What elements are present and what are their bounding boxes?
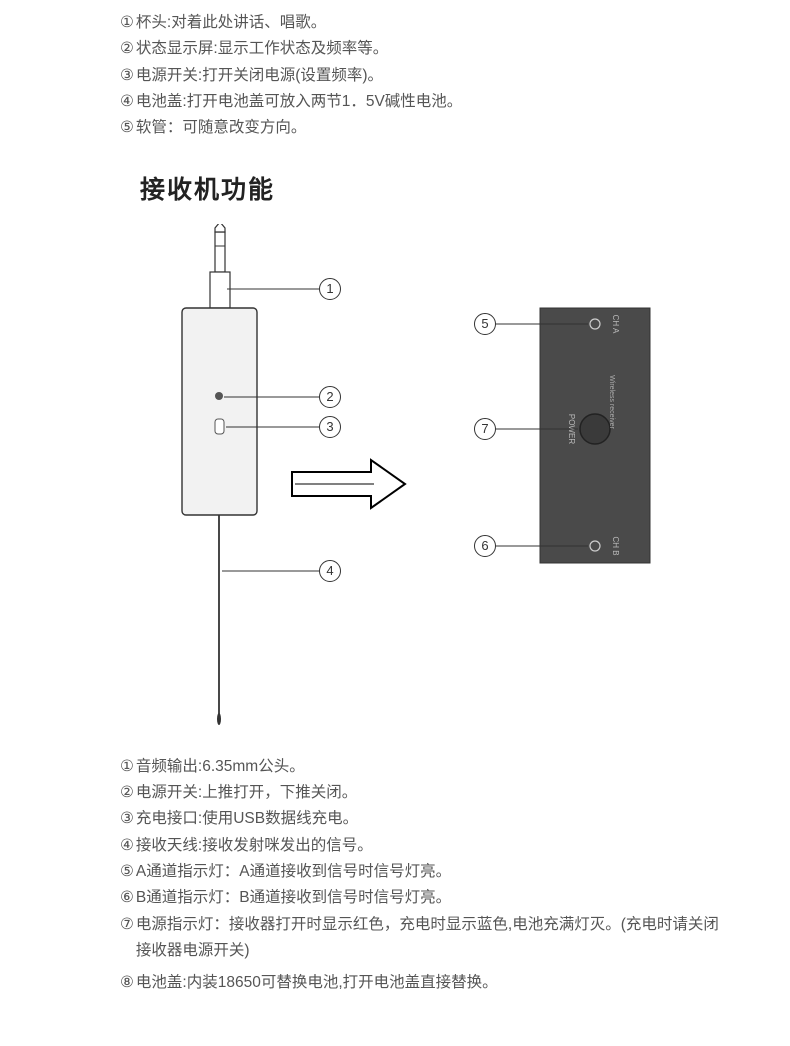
list-item: ⑧电池盖:内装18650可替换电池,打开电池盖直接替换。	[120, 970, 730, 996]
list-item-text: 电源开关:上推打开，下推关闭。	[136, 780, 357, 806]
list-item-text: 电源指示灯：接收器打开时显示红色，充电时显示蓝色,电池充满灯灭。(充电时请关闭接…	[136, 912, 730, 965]
audio-plug-tip	[215, 224, 225, 232]
power-switch-icon	[215, 392, 223, 400]
callout-number: 7	[474, 418, 496, 440]
device-label: CH B	[611, 536, 620, 555]
list-item: ②状态显示屏:显示工作状态及频率等。	[120, 36, 730, 62]
list-item-number: ⑥	[120, 885, 134, 911]
diagram-svg: CH ACH BPOWERWireless receiver	[0, 224, 790, 734]
section-title: 接收机功能	[140, 170, 790, 206]
list-item: ①音频输出:6.35mm公头。	[120, 754, 730, 780]
list-item-text: 电池盖:打开电池盖可放入两节1．5V碱性电池。	[136, 89, 462, 115]
transmitter-feature-list: ①杯头:对着此处讲话、唱歌。②状态显示屏:显示工作状态及频率等。③电源开关:打开…	[120, 10, 730, 142]
list-item: ③电源开关:打开关闭电源(设置频率)。	[120, 63, 730, 89]
list-item-number: ④	[120, 833, 134, 859]
list-item-number: ⑧	[120, 970, 134, 996]
receiver-diagram: CH ACH BPOWERWireless receiver 1234567	[0, 224, 790, 734]
list-item-text: B通道指示灯：B通道接收到信号时信号灯亮。	[136, 885, 451, 911]
antenna-tip	[217, 713, 221, 725]
callout-number: 2	[319, 386, 341, 408]
list-item-number: ①	[120, 754, 134, 780]
list-item-text: A通道指示灯：A通道接收到信号时信号灯亮。	[136, 859, 451, 885]
list-item-text: 杯头:对着此处讲话、唱歌。	[136, 10, 326, 36]
list-item-number: ③	[120, 63, 134, 89]
callout-number: 4	[319, 560, 341, 582]
list-item-text: 软管：可随意改变方向。	[136, 115, 307, 141]
receiver-feature-list: ①音频输出:6.35mm公头。②电源开关:上推打开，下推关闭。③充电接口:使用U…	[120, 754, 730, 997]
list-item-text: 电源开关:打开关闭电源(设置频率)。	[136, 63, 383, 89]
list-item: ⑤A通道指示灯：A通道接收到信号时信号灯亮。	[120, 859, 730, 885]
callout-number: 1	[319, 278, 341, 300]
list-item-number: ④	[120, 89, 134, 115]
transmitter-body	[182, 308, 257, 515]
list-item-text: 接收天线:接收发射咪发出的信号。	[136, 833, 373, 859]
list-item: ⑥B通道指示灯：B通道接收到信号时信号灯亮。	[120, 885, 730, 911]
list-item-text: 电池盖:内装18650可替换电池,打开电池盖直接替换。	[136, 970, 498, 996]
list-item-number: ⑦	[120, 912, 134, 965]
audio-plug-shaft	[215, 232, 225, 272]
callout-number: 3	[319, 416, 341, 438]
callout-number: 5	[474, 313, 496, 335]
list-item: ⑦电源指示灯：接收器打开时显示红色，充电时显示蓝色,电池充满灯灭。(充电时请关闭…	[120, 912, 730, 965]
list-item-number: ②	[120, 36, 134, 62]
device-label: CH A	[611, 314, 620, 333]
list-item: ④电池盖:打开电池盖可放入两节1．5V碱性电池。	[120, 89, 730, 115]
list-item: ⑤软管：可随意改变方向。	[120, 115, 730, 141]
list-item-number: ⑤	[120, 115, 134, 141]
list-item-text: 音频输出:6.35mm公头。	[136, 754, 305, 780]
list-item-text: 充电接口:使用USB数据线充电。	[136, 806, 358, 832]
device-label: Wireless receiver	[608, 375, 615, 429]
list-item: ②电源开关:上推打开，下推关闭。	[120, 780, 730, 806]
list-item-text: 状态显示屏:显示工作状态及频率等。	[136, 36, 388, 62]
list-item: ④接收天线:接收发射咪发出的信号。	[120, 833, 730, 859]
usb-port-icon	[215, 419, 224, 434]
list-item-number: ③	[120, 806, 134, 832]
list-item: ①杯头:对着此处讲话、唱歌。	[120, 10, 730, 36]
list-item-number: ⑤	[120, 859, 134, 885]
list-item: ③充电接口:使用USB数据线充电。	[120, 806, 730, 832]
list-item-number: ②	[120, 780, 134, 806]
callout-number: 6	[474, 535, 496, 557]
list-item-number: ①	[120, 10, 134, 36]
audio-plug-base	[210, 272, 230, 308]
power-button-icon	[580, 414, 610, 444]
